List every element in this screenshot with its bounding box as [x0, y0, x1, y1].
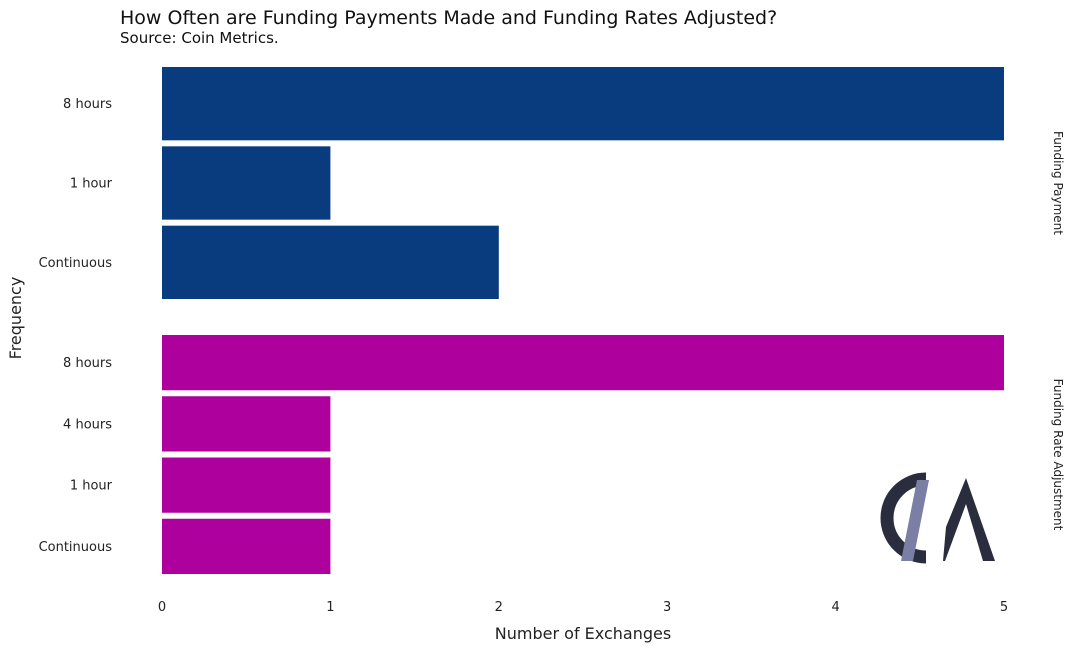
bar-funding-rate-adjustment-continuous	[162, 518, 331, 574]
coin-metrics-logo	[880, 472, 995, 564]
chart-title: How Often are Funding Payments Made and …	[120, 7, 777, 29]
x-tick-label: 5	[1000, 600, 1008, 615]
bar-funding-rate-adjustment-8-hours	[162, 335, 1004, 391]
bar-funding-payment-8-hours	[162, 67, 1004, 141]
y-tick-label: 4 hours	[63, 417, 112, 432]
bar-funding-rate-adjustment-4-hours	[162, 396, 331, 452]
facet-funding-payment: 8 hours 1 hour Continuous Funding Payment	[39, 67, 1065, 299]
y-tick-label: 8 hours	[63, 356, 112, 371]
facet-strip-label: Funding Payment	[1051, 131, 1065, 235]
y-tick-label: 8 hours	[63, 97, 112, 112]
x-tick-label: 1	[326, 600, 334, 615]
x-tick-label: 2	[495, 600, 503, 615]
bar-funding-rate-adjustment-1-hour	[162, 457, 331, 513]
x-axis-ticks: 0 1 2 3 4 5	[158, 600, 1008, 615]
x-tick-label: 3	[663, 600, 671, 615]
chart-subtitle: Source: Coin Metrics.	[120, 29, 279, 47]
x-tick-label: 0	[158, 600, 166, 615]
logo-slash-shape	[901, 480, 929, 561]
logo-m-shape	[931, 478, 995, 561]
facet-funding-rate-adjustment: 8 hours 4 hours 1 hour Continuous Funding Ra…	[39, 335, 1065, 574]
bar-funding-payment-1-hour	[162, 146, 331, 220]
facet-strip-label: Funding Rate Adjustment	[1051, 379, 1065, 531]
y-tick-label: Continuous	[39, 256, 113, 271]
y-tick-label: Continuous	[39, 540, 113, 555]
y-tick-label: 1 hour	[70, 479, 113, 494]
y-axis-label: Frequency	[6, 277, 25, 360]
bar-funding-payment-continuous	[162, 225, 499, 299]
x-tick-label: 4	[831, 600, 839, 615]
x-axis-label: Number of Exchanges	[495, 624, 671, 643]
y-tick-label: 1 hour	[70, 177, 113, 192]
